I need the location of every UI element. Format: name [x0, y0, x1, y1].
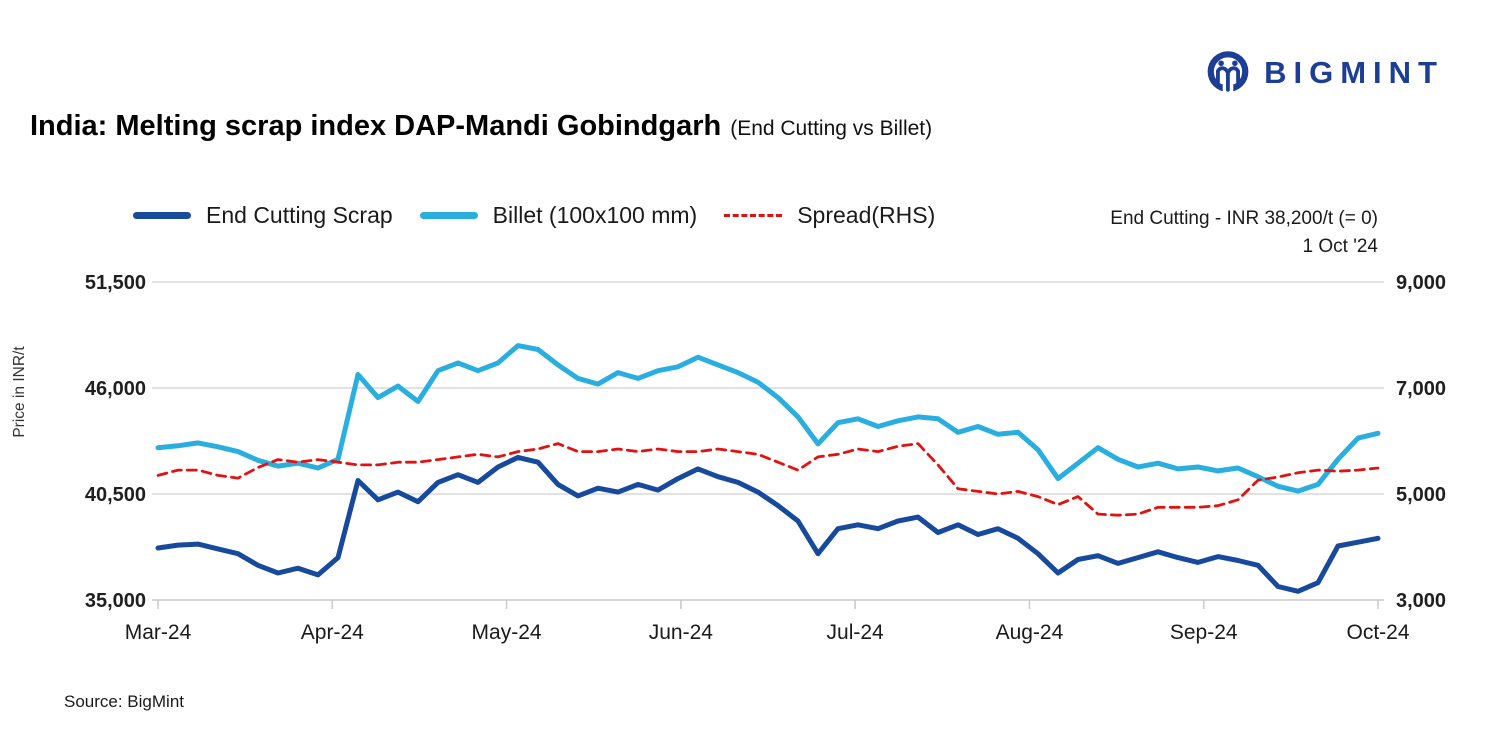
legend-swatch-end-cutting-scrap	[133, 212, 191, 219]
annotation-date: 1 Oct '24	[1302, 236, 1378, 257]
brand-wordmark: BIGMINT	[1264, 55, 1444, 90]
x-axis-tick-label: Mar-24	[125, 621, 192, 644]
bigmint-logo: BIGMINT	[1205, 50, 1444, 96]
left-axis-tick-label: 46,000	[85, 378, 146, 400]
x-axis-tick-label: May-24	[472, 621, 542, 644]
left-axis-tick-label: 40,500	[85, 484, 146, 506]
right-axis-tick-label: 7,000	[1396, 378, 1446, 400]
right-axis-tick-label: 5,000	[1396, 484, 1446, 506]
y-axis-title: Price in INR/t	[11, 346, 28, 438]
x-axis-tick-label: Apr-24	[301, 621, 364, 644]
right-axis-tick-label: 3,000	[1396, 590, 1446, 612]
legend-label-end-cutting-scrap: End Cutting Scrap	[206, 202, 393, 228]
legend-label-spread: Spread(RHS)	[797, 202, 936, 228]
legend-item-end-cutting-scrap: End Cutting Scrap	[133, 202, 393, 229]
legend-item-spread: Spread(RHS)	[724, 202, 935, 229]
chart-title-suffix: (End Cutting vs Billet)	[730, 117, 933, 140]
legend-swatch-billet	[419, 212, 478, 219]
latest-value-annotation: End Cutting - INR 38,200/t (= 0) 1 Oct '…	[1110, 205, 1378, 261]
bigmint-logo-icon	[1207, 51, 1249, 95]
chart-title: India: Melting scrap index DAP-Mandi Gob…	[30, 110, 722, 142]
legend-label-billet: Billet (100x100 mm)	[492, 202, 698, 228]
left-axis-tick-label: 35,000	[85, 590, 146, 612]
legend-item-billet: Billet (100x100 mm)	[419, 202, 698, 229]
series-line-spread-rhs	[156, 442, 1380, 517]
legend-swatch-spread	[724, 214, 783, 217]
series-line-billet-100x100-mm	[155, 343, 1381, 494]
x-axis-tick-label: Jul-24	[827, 621, 885, 644]
annotation-price: End Cutting - INR 38,200/t (= 0)	[1110, 208, 1378, 229]
left-axis-tick-label: 51,500	[85, 272, 146, 294]
page-title: India: Melting scrap index DAP-Mandi Gob…	[30, 110, 932, 143]
series-line-end-cutting-scrap	[155, 454, 1381, 594]
x-axis-tick-label: Aug-24	[996, 621, 1064, 644]
right-axis-tick-label: 9,000	[1396, 272, 1446, 294]
x-axis-tick-label: Oct-24	[1346, 621, 1409, 644]
chart-legend: End Cutting Scrap Billet (100x100 mm) Sp…	[133, 202, 935, 229]
x-axis-tick-label: Sep-24	[1170, 621, 1238, 644]
x-axis-tick-label: Jun-24	[649, 621, 714, 644]
source-note: Source: BigMint	[64, 692, 184, 711]
